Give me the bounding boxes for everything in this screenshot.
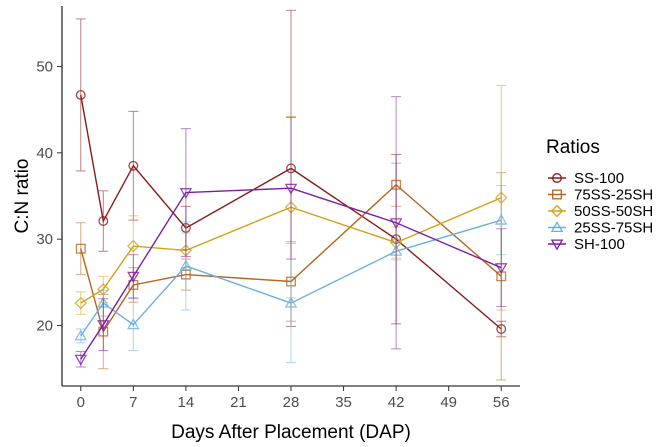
data-point xyxy=(179,259,193,271)
data-point xyxy=(74,329,88,341)
y-tick-label: 40 xyxy=(36,145,53,162)
data-point xyxy=(97,320,110,332)
x-tick-label: 35 xyxy=(335,394,352,411)
data-point xyxy=(284,296,298,308)
x-axis-title: Days After Placement (DAP) xyxy=(171,422,411,443)
legend-item: 25SS-75SH xyxy=(548,220,653,237)
data-point xyxy=(494,263,508,275)
data-point xyxy=(127,318,140,330)
data-point xyxy=(494,213,508,225)
data-point xyxy=(128,160,139,171)
x-tick-label: 7 xyxy=(129,394,137,411)
legend-marker xyxy=(550,221,564,233)
legend: Ratios SS-10075SS-25SH50SS-50SH25SS-75SHS… xyxy=(546,137,653,253)
legend-marker xyxy=(550,239,564,251)
data-point xyxy=(98,216,109,226)
data-point xyxy=(74,354,88,366)
legend-item: SH-100 xyxy=(548,236,625,253)
legend-marker xyxy=(552,189,562,200)
series-sh-100 xyxy=(74,96,508,368)
data-point xyxy=(74,296,88,310)
data-point xyxy=(389,218,403,230)
legend-label: 50SS-50SH xyxy=(574,203,653,220)
legend-item: 75SS-25SH xyxy=(548,187,653,204)
legend-label: SH-100 xyxy=(574,236,625,253)
y-tick-label: 30 xyxy=(36,231,53,248)
x-tick-label: 49 xyxy=(440,394,457,411)
legend-label: 75SS-25SH xyxy=(574,187,653,204)
legend-marker xyxy=(552,173,562,183)
x-tick-label: 14 xyxy=(178,394,195,411)
y-tick-label: 50 xyxy=(36,58,53,75)
series-line xyxy=(80,187,502,360)
data-point xyxy=(75,243,86,254)
y-axis-title: C:N ratio xyxy=(12,159,33,234)
legend-label: SS-100 xyxy=(574,170,624,187)
legend-item: SS-100 xyxy=(548,170,624,187)
data-point xyxy=(284,183,298,195)
y-tick-label: 20 xyxy=(36,318,53,335)
legend-item: 50SS-50SH xyxy=(548,203,653,220)
data-point xyxy=(127,271,140,283)
data-point xyxy=(179,188,193,200)
x-tick-label: 0 xyxy=(77,394,85,411)
x-tick-label: 21 xyxy=(230,394,247,411)
x-tick-label: 56 xyxy=(493,394,510,411)
legend-title: Ratios xyxy=(546,137,600,158)
data-point xyxy=(127,239,140,253)
x-tick-label: 42 xyxy=(388,394,405,411)
x-tick-label: 28 xyxy=(283,394,300,411)
data-point xyxy=(75,90,86,100)
legend-label: 25SS-75SH xyxy=(574,220,653,237)
legend-marker xyxy=(550,204,564,218)
